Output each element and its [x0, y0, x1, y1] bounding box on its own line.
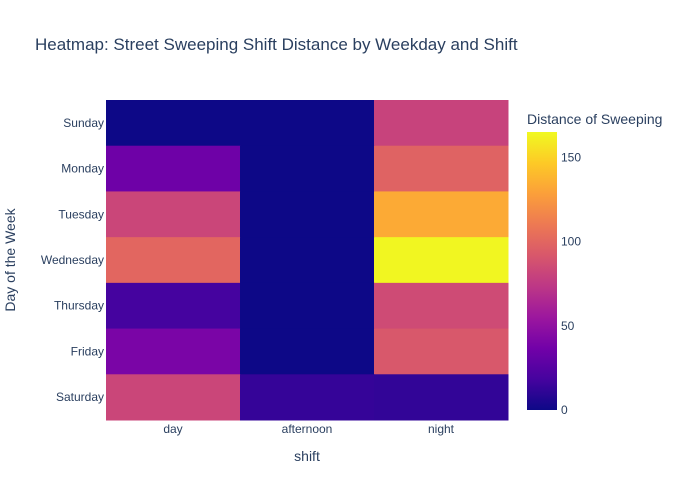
y-tick-label: Saturday — [56, 390, 104, 404]
heatmap-cells — [106, 100, 509, 421]
x-tick-label: day — [163, 422, 182, 436]
heatmap-cell-monday-night — [374, 145, 509, 192]
colorbar-tick-label: 100 — [561, 235, 581, 249]
heatmap-cell-wednesday-afternoon — [240, 237, 375, 284]
heatmap-cell-sunday-night — [374, 100, 509, 147]
heatmap-cell-saturday-day — [106, 374, 241, 421]
heatmap-cell-thursday-day — [106, 282, 241, 330]
heatmap-cell-tuesday-day — [106, 191, 241, 238]
heatmap-cell-wednesday-night — [374, 237, 509, 284]
y-tick-label: Monday — [61, 162, 104, 176]
x-axis-title: shift — [294, 448, 320, 464]
x-tick-label: afternoon — [282, 422, 333, 436]
y-tick-label: Thursday — [54, 299, 104, 313]
colorbar-tick-label: 150 — [561, 150, 581, 164]
heatmap-cell-friday-day — [106, 328, 241, 375]
heatmap-cell-monday-afternoon — [240, 145, 375, 192]
x-tick-label: night — [428, 422, 455, 436]
heatmap-cell-friday-afternoon — [240, 328, 375, 375]
heatmap-cell-saturday-night — [374, 374, 509, 421]
x-tick-labels: day afternoon night — [163, 422, 454, 436]
y-tick-label: Wednesday — [41, 253, 104, 267]
y-axis-title: Day of the Week — [2, 207, 18, 311]
heatmap-cell-thursday-night — [374, 282, 509, 330]
chart-title: Heatmap: Street Sweeping Shift Distance … — [35, 35, 518, 54]
colorbar-title: Distance of Sweeping — [527, 111, 662, 127]
heatmap-cell-tuesday-afternoon — [240, 191, 375, 238]
colorbar-tick-labels: 0 50 100 150 — [561, 150, 581, 417]
y-tick-labels: Sunday Monday Tuesday Wednesday Thursday Frid… — [41, 116, 104, 404]
heatmap-cell-monday-day — [106, 145, 241, 192]
heatmap-cell-sunday-afternoon — [240, 100, 375, 147]
y-tick-label: Friday — [71, 344, 104, 358]
heatmap-cell-tuesday-night — [374, 191, 509, 238]
colorbar — [527, 132, 557, 410]
colorbar-tick-label: 50 — [561, 319, 575, 333]
heatmap-cell-wednesday-day — [106, 237, 241, 284]
heatmap-cell-friday-night — [374, 328, 509, 375]
y-tick-label: Tuesday — [58, 207, 104, 221]
heatmap-cell-sunday-day — [106, 100, 241, 147]
heatmap-cell-thursday-afternoon — [240, 282, 375, 330]
y-tick-label: Sunday — [63, 116, 104, 130]
heatmap-cell-saturday-afternoon — [240, 374, 375, 421]
colorbar-tick-label: 0 — [561, 403, 568, 417]
